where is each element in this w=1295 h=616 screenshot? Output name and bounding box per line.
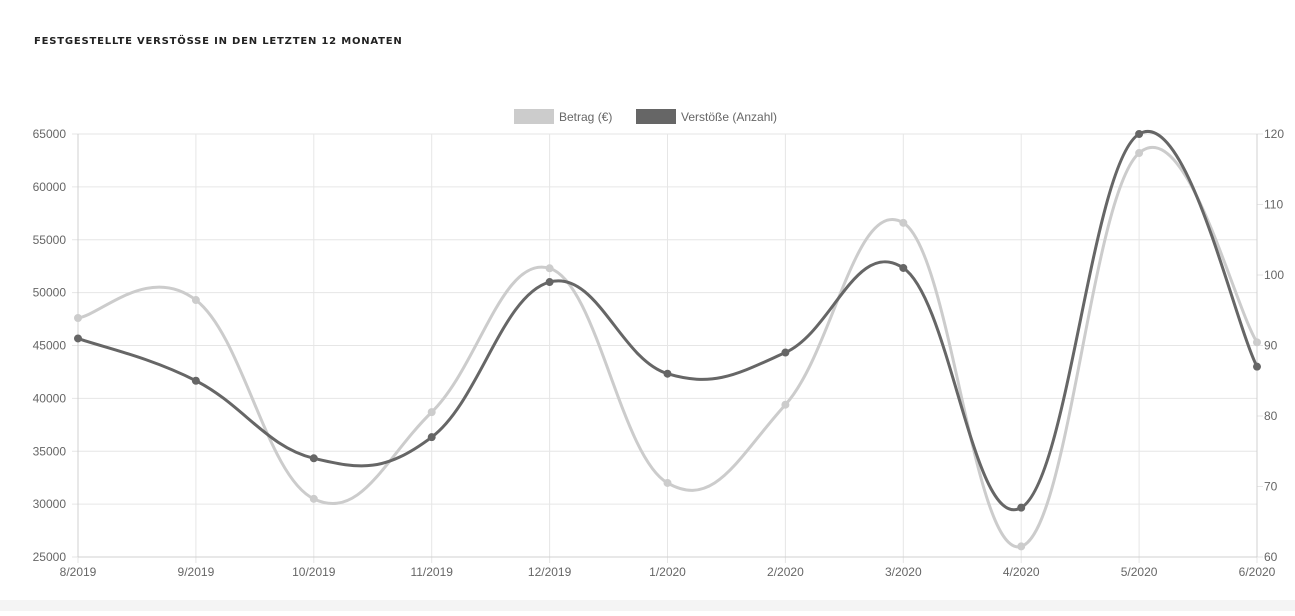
data-point-series-1 [427,433,436,442]
y-right-tick-label: 120 [1264,127,1284,141]
data-point-series-1 [781,348,790,357]
y-right-tick-label: 70 [1264,480,1278,494]
y-left-tick-label: 30000 [33,497,67,511]
legend-label-0: Betrag (€) [559,110,612,124]
y-left-tick-label: 25000 [33,550,67,564]
data-point-series-1 [309,454,318,463]
data-point-series-0 [899,218,908,227]
x-tick-label: 3/2020 [885,565,922,579]
y-left-tick-label: 65000 [33,127,67,141]
y-left-tick-label: 40000 [33,391,67,405]
legend-swatch-1 [636,109,676,124]
y-left-tick-label: 50000 [33,286,67,300]
y-right-tick-label: 100 [1264,268,1284,282]
data-point-series-1 [191,376,200,385]
data-point-series-0 [309,494,318,503]
data-point-series-1 [1017,503,1026,512]
data-point-series-1 [545,278,554,287]
y-right-tick-label: 110 [1264,198,1283,212]
x-tick-label: 6/2020 [1239,565,1276,579]
legend-swatch-0 [514,109,554,124]
data-point-series-1 [1253,362,1261,371]
y-left-tick-label: 55000 [33,233,67,247]
data-point-series-0 [427,408,436,417]
y-right-tick-label: 60 [1264,550,1278,564]
data-point-series-0 [74,314,82,323]
data-point-series-1 [663,369,672,378]
data-point-series-1 [74,334,82,343]
x-tick-label: 2/2020 [767,565,804,579]
data-point-series-1 [899,263,908,272]
x-tick-label: 12/2019 [528,565,572,579]
data-point-series-0 [663,478,672,487]
page-title: Festgestellte Verstösse in den letzten 1… [34,36,403,47]
data-point-series-0 [191,296,200,305]
y-left-tick-label: 35000 [33,444,67,458]
legend-label-1: Verstöße (Anzahl) [681,110,777,124]
data-point-series-0 [545,264,554,273]
x-tick-label: 11/2019 [410,565,453,579]
x-tick-label: 1/2020 [649,565,686,579]
data-point-series-0 [1135,149,1144,158]
y-left-tick-label: 45000 [33,339,67,353]
data-point-series-0 [1253,338,1261,347]
series-line-0 [77,146,1259,548]
data-point-series-0 [781,400,790,409]
x-tick-label: 5/2020 [1121,565,1158,579]
x-tick-label: 9/2019 [178,565,215,579]
bottom-divider [0,600,1295,611]
y-right-tick-label: 90 [1264,339,1278,353]
x-tick-label: 4/2020 [1003,565,1040,579]
data-point-series-0 [1017,542,1026,551]
x-tick-label: 8/2019 [60,565,97,579]
data-point-series-1 [1135,130,1144,138]
y-right-tick-label: 80 [1264,409,1278,423]
x-tick-label: 10/2019 [292,565,336,579]
y-left-tick-label: 60000 [33,180,67,194]
